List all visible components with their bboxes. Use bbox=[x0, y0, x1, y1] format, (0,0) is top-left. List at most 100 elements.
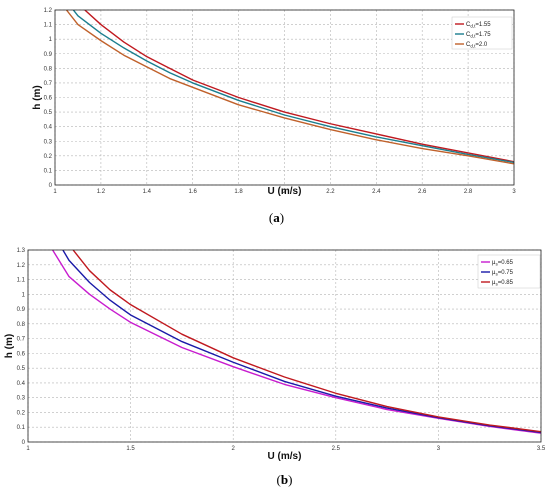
y-tick-label: 0.4 bbox=[44, 125, 53, 131]
y-tick-label: 0.6 bbox=[17, 351, 26, 357]
y-tick-label: 0.7 bbox=[17, 337, 26, 343]
legend-label-sub: s bbox=[495, 262, 498, 267]
x-tick-label: 2.4 bbox=[372, 189, 381, 195]
y-tick-label: 0.2 bbox=[44, 154, 53, 160]
caption-a-open: ( bbox=[269, 210, 273, 225]
legend-label: Cd,t=1.75 bbox=[466, 32, 491, 39]
legend-label: μs=0.75 bbox=[492, 270, 514, 277]
x-tick-label: 1.6 bbox=[189, 189, 198, 195]
y-axis-label-a: h (m) bbox=[32, 85, 43, 109]
series-line-b-1 bbox=[52, 250, 541, 434]
legend-label: μs=0.65 bbox=[492, 260, 514, 267]
y-ticks-b: 0 0.1 0.2 0.3 0.4 0.5 0.6 0.7 0.8 0.9 1 1.1 1.2 1.3 bbox=[17, 248, 26, 446]
legend-label-sub: s bbox=[495, 272, 498, 277]
caption-b-open: ( bbox=[277, 472, 281, 487]
legend-label-sub: d,t bbox=[470, 34, 476, 39]
legend-label-value: =1.75 bbox=[475, 32, 491, 38]
x-tick-label: 1 bbox=[26, 446, 30, 452]
x-tick-label: 1.2 bbox=[97, 189, 106, 195]
series-group-b bbox=[52, 250, 541, 434]
caption-b-close: ) bbox=[288, 472, 292, 487]
y-tick-label: 1.2 bbox=[44, 8, 53, 14]
legend-label-name: μ bbox=[492, 280, 496, 286]
caption-a-letter: a bbox=[273, 210, 280, 225]
caption-a: (a) bbox=[269, 210, 284, 225]
y-tick-label: 0 bbox=[22, 440, 26, 446]
y-tick-label: 1.1 bbox=[17, 278, 26, 284]
x-tick-label: 3 bbox=[437, 446, 441, 452]
legend-label-value: =0.85 bbox=[498, 280, 514, 286]
x-tick-label: 2.8 bbox=[464, 189, 473, 195]
y-tick-label: 1 bbox=[49, 37, 53, 43]
legend-label-value: =2.0 bbox=[475, 42, 488, 48]
x-ticks-b: 1 1.5 2 2.5 3 3.5 bbox=[26, 446, 546, 452]
series-group-a bbox=[65, 10, 514, 165]
y-tick-label: 0.2 bbox=[17, 410, 26, 416]
y-tick-label: 0.1 bbox=[44, 168, 53, 174]
series-line-a-3 bbox=[65, 10, 514, 165]
x-axis-label-b: U (m/s) bbox=[268, 451, 302, 462]
x-tick-label: 2.6 bbox=[418, 189, 427, 195]
x-tick-label: 1.5 bbox=[126, 446, 135, 452]
y-tick-label: 0 bbox=[49, 183, 53, 189]
legend-label-name: μ bbox=[492, 260, 496, 266]
y-tick-label: 1.2 bbox=[17, 263, 26, 269]
caption-a-close: ) bbox=[280, 210, 284, 225]
plot-frame-a bbox=[54, 9, 515, 186]
legend-label-sub: d,t bbox=[470, 24, 476, 29]
x-tick-label: 2.2 bbox=[326, 189, 335, 195]
legend-label-name: μ bbox=[492, 270, 496, 276]
y-axis-label-b: h (m) bbox=[4, 334, 15, 358]
series-line-b-3 bbox=[72, 250, 541, 433]
legend-label-value: =0.65 bbox=[498, 260, 514, 266]
y-tick-label: 0.8 bbox=[17, 322, 26, 328]
x-axis-label-a: U (m/s) bbox=[268, 186, 302, 197]
plot-frame-b bbox=[27, 249, 542, 443]
x-tick-label: 2.5 bbox=[332, 446, 341, 452]
y-tick-label: 0.4 bbox=[17, 381, 26, 387]
chart-b: 1 1.5 2 2.5 3 3.5 0 0.1 0.2 0.3 0.4 0.5 0.6 0.7 0.8 0.… bbox=[4, 248, 546, 487]
legend-label: Cd,t=1.55 bbox=[466, 22, 491, 29]
y-tick-label: 0.3 bbox=[44, 139, 53, 145]
legend-label-value: =0.75 bbox=[498, 270, 514, 276]
caption-b-letter: b bbox=[281, 472, 288, 487]
legend-label-name: C bbox=[466, 42, 471, 48]
x-tick-label: 3.5 bbox=[537, 446, 546, 452]
y-tick-label: 0.5 bbox=[17, 366, 26, 372]
plot-area-b bbox=[28, 250, 541, 442]
legend-label-sub: d,t bbox=[470, 44, 476, 49]
grid-a bbox=[54, 9, 515, 186]
x-tick-label: 2 bbox=[283, 189, 287, 195]
chart-a: 1 1.2 1.4 1.6 1.8 2 2.2 2.4 2.6 2.8 3 0 0.1 0.2 0.3 0.… bbox=[32, 8, 516, 225]
y-tick-label: 0.8 bbox=[44, 66, 53, 72]
legend-label: Cd,t=2.0 bbox=[466, 42, 488, 49]
x-tick-label: 2 bbox=[232, 446, 236, 452]
x-tick-label: 1 bbox=[53, 189, 57, 195]
y-tick-label: 1.3 bbox=[17, 248, 26, 254]
y-tick-label: 0.1 bbox=[17, 425, 26, 431]
x-tick-label: 1.4 bbox=[143, 189, 152, 195]
legend-label-name: C bbox=[466, 32, 471, 38]
x-tick-label: 1.8 bbox=[234, 189, 243, 195]
y-tick-label: 0.6 bbox=[44, 96, 53, 102]
x-ticks-a: 1 1.2 1.4 1.6 1.8 2 2.2 2.4 2.6 2.8 3 bbox=[53, 189, 516, 195]
y-tick-label: 1 bbox=[22, 292, 26, 298]
y-tick-label: 1.1 bbox=[44, 23, 53, 29]
y-ticks-a: 0 0.1 0.2 0.3 0.4 0.5 0.6 0.7 0.8 0.9 1 1.1 1.2 bbox=[44, 8, 53, 189]
legend-box bbox=[451, 16, 513, 50]
series-line-a-1 bbox=[84, 10, 514, 163]
caption-b: (b) bbox=[277, 472, 293, 487]
legend-label-name: C bbox=[466, 22, 471, 28]
x-tick-label: 3 bbox=[512, 189, 516, 195]
legend-label-sub: s bbox=[495, 282, 498, 287]
series-line-b-2 bbox=[62, 250, 541, 434]
y-tick-label: 0.3 bbox=[17, 396, 26, 402]
y-tick-label: 0.5 bbox=[44, 110, 53, 116]
y-tick-label: 0.9 bbox=[17, 307, 26, 313]
legend-label-value: =1.55 bbox=[475, 22, 491, 28]
y-tick-label: 0.7 bbox=[44, 81, 53, 87]
series-line-a-2 bbox=[72, 10, 514, 164]
